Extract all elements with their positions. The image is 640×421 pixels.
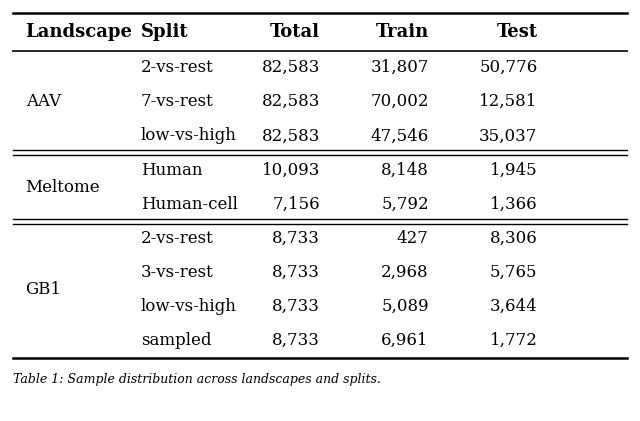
- Text: 12,581: 12,581: [479, 93, 538, 110]
- Text: 1,945: 1,945: [490, 162, 538, 179]
- Text: Split: Split: [141, 23, 188, 40]
- Text: 5,089: 5,089: [381, 298, 429, 315]
- Text: Human-cell: Human-cell: [141, 196, 237, 213]
- Text: 35,037: 35,037: [479, 128, 538, 144]
- Text: 5,792: 5,792: [381, 196, 429, 213]
- Text: 8,733: 8,733: [272, 332, 320, 349]
- Text: 7-vs-rest: 7-vs-rest: [141, 93, 214, 110]
- Text: AAV: AAV: [26, 93, 61, 110]
- Text: sampled: sampled: [141, 332, 211, 349]
- Text: low-vs-high: low-vs-high: [141, 298, 237, 315]
- Text: GB1: GB1: [26, 281, 61, 298]
- Text: 50,776: 50,776: [479, 59, 538, 76]
- Text: Meltome: Meltome: [26, 179, 100, 196]
- Text: 8,306: 8,306: [490, 230, 538, 247]
- Text: 2,968: 2,968: [381, 264, 429, 281]
- Text: Landscape: Landscape: [26, 23, 132, 40]
- Text: 1,772: 1,772: [490, 332, 538, 349]
- Text: Test: Test: [497, 23, 538, 40]
- Text: 8,733: 8,733: [272, 230, 320, 247]
- Text: 82,583: 82,583: [262, 128, 320, 144]
- Text: 47,546: 47,546: [371, 128, 429, 144]
- Text: Table 1: Sample distribution across landscapes and splits.: Table 1: Sample distribution across land…: [13, 373, 381, 386]
- Text: Human: Human: [141, 162, 202, 179]
- Text: 70,002: 70,002: [371, 93, 429, 110]
- Text: 82,583: 82,583: [262, 59, 320, 76]
- Text: 427: 427: [397, 230, 429, 247]
- Text: 1,366: 1,366: [490, 196, 538, 213]
- Text: 3,644: 3,644: [490, 298, 538, 315]
- Text: Total: Total: [270, 23, 320, 40]
- Text: low-vs-high: low-vs-high: [141, 128, 237, 144]
- Text: 82,583: 82,583: [262, 93, 320, 110]
- Text: 5,765: 5,765: [490, 264, 538, 281]
- Text: 31,807: 31,807: [371, 59, 429, 76]
- Text: 8,148: 8,148: [381, 162, 429, 179]
- Text: 6,961: 6,961: [381, 332, 429, 349]
- Text: 7,156: 7,156: [273, 196, 320, 213]
- Text: 3-vs-rest: 3-vs-rest: [141, 264, 214, 281]
- Text: 8,733: 8,733: [272, 264, 320, 281]
- Text: Train: Train: [376, 23, 429, 40]
- Text: 10,093: 10,093: [262, 162, 320, 179]
- Text: 8,733: 8,733: [272, 298, 320, 315]
- Text: 2-vs-rest: 2-vs-rest: [141, 230, 214, 247]
- Text: 2-vs-rest: 2-vs-rest: [141, 59, 214, 76]
